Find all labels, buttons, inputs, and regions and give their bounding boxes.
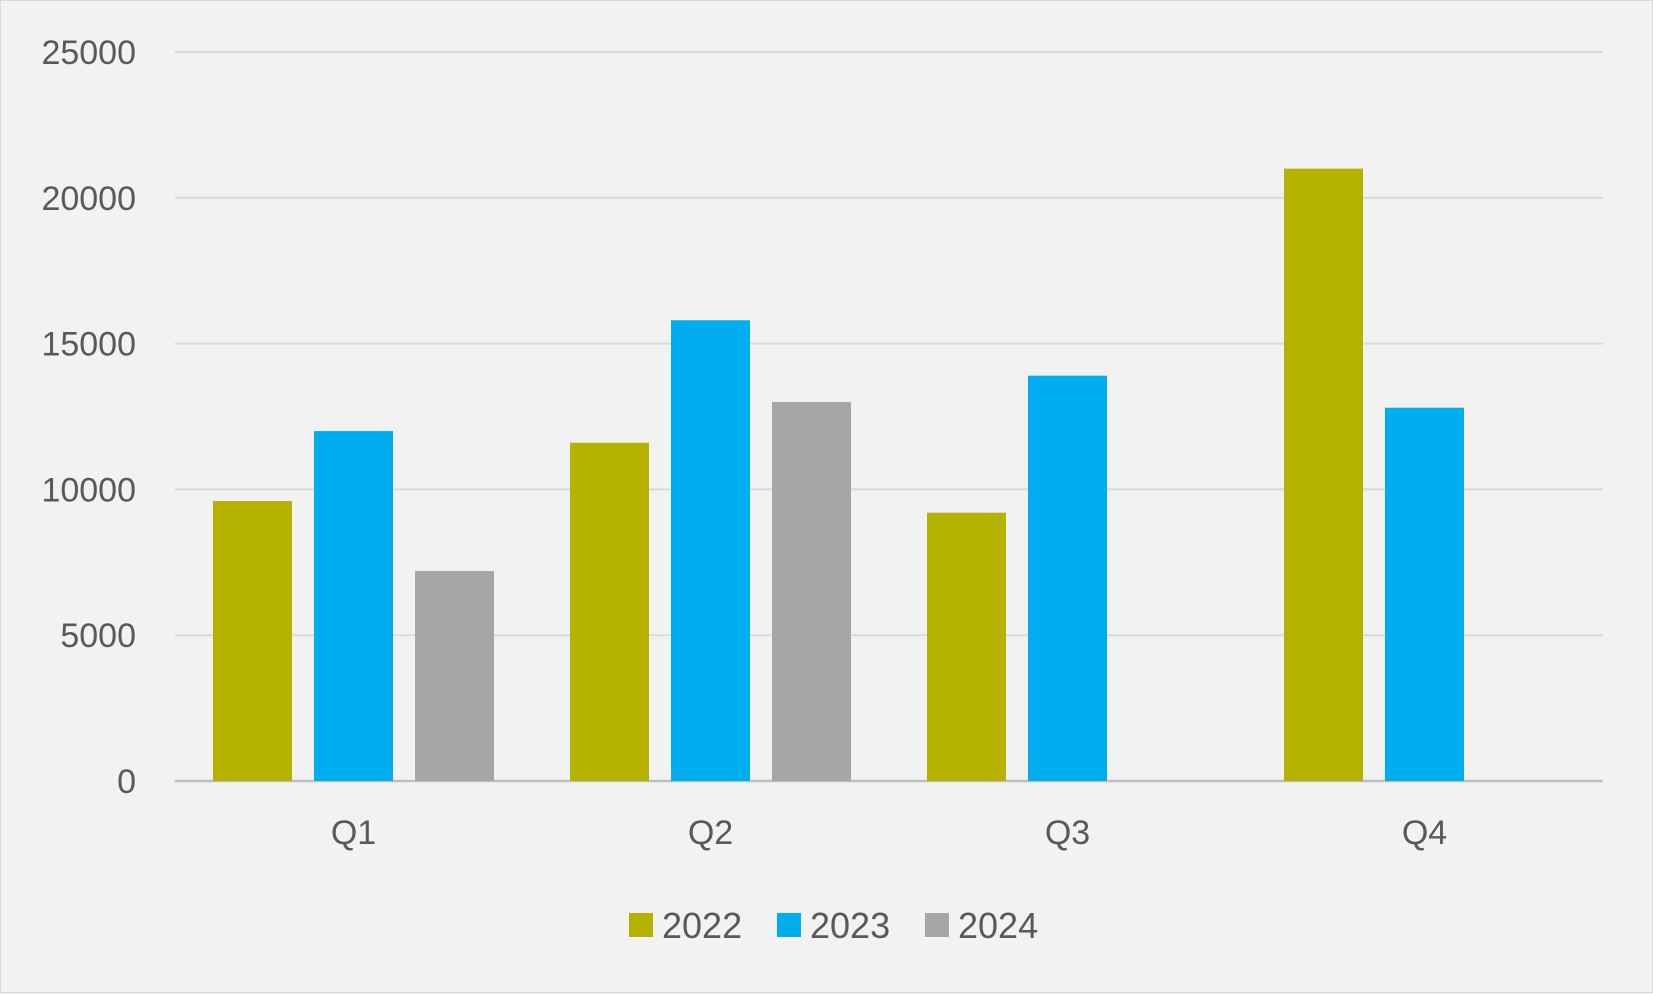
- legend-swatch: [629, 913, 653, 937]
- legend-label: 2023: [810, 905, 890, 946]
- y-tick-label: 0: [117, 763, 136, 801]
- legend-swatch: [777, 913, 801, 937]
- y-tick-label: 15000: [41, 326, 136, 364]
- legend: 2022 2023 2024: [629, 905, 1038, 946]
- y-tick-label: 25000: [41, 34, 136, 72]
- x-axis-tick-labels: Q1 Q2 Q3 Q4: [331, 814, 1447, 852]
- x-tick-label: Q3: [1045, 814, 1090, 852]
- bar-2022-q4: [1284, 168, 1363, 781]
- x-tick-label: Q2: [688, 814, 733, 852]
- legend-swatch: [925, 913, 949, 937]
- x-tick-label: Q4: [1402, 814, 1447, 852]
- y-axis-tick-labels: 0 5000 10000 15000 20000 25000: [41, 34, 136, 801]
- x-tick-label: Q1: [331, 814, 376, 852]
- bar-2023-q1: [314, 431, 393, 781]
- bar-2024-q1: [415, 571, 494, 781]
- legend-item-2023: 2023: [777, 905, 890, 946]
- legend-label: 2022: [662, 905, 742, 946]
- legend-item-2022: 2022: [629, 905, 742, 946]
- y-tick-label: 10000: [41, 471, 136, 509]
- bar-2024-q2: [772, 401, 851, 781]
- y-tick-label: 5000: [60, 617, 136, 655]
- y-tick-label: 20000: [41, 180, 136, 218]
- legend-item-2024: 2024: [925, 905, 1038, 946]
- bar-2022-q1: [213, 501, 292, 781]
- bar-2022-q3: [927, 512, 1006, 781]
- bar-2023-q3: [1028, 375, 1107, 781]
- bars: [213, 168, 1464, 781]
- gridlines: [175, 51, 1603, 783]
- bar-2023-q2: [671, 320, 750, 781]
- bar-2022-q2: [570, 442, 649, 781]
- legend-label: 2024: [958, 905, 1038, 946]
- bar-2023-q4: [1385, 407, 1464, 781]
